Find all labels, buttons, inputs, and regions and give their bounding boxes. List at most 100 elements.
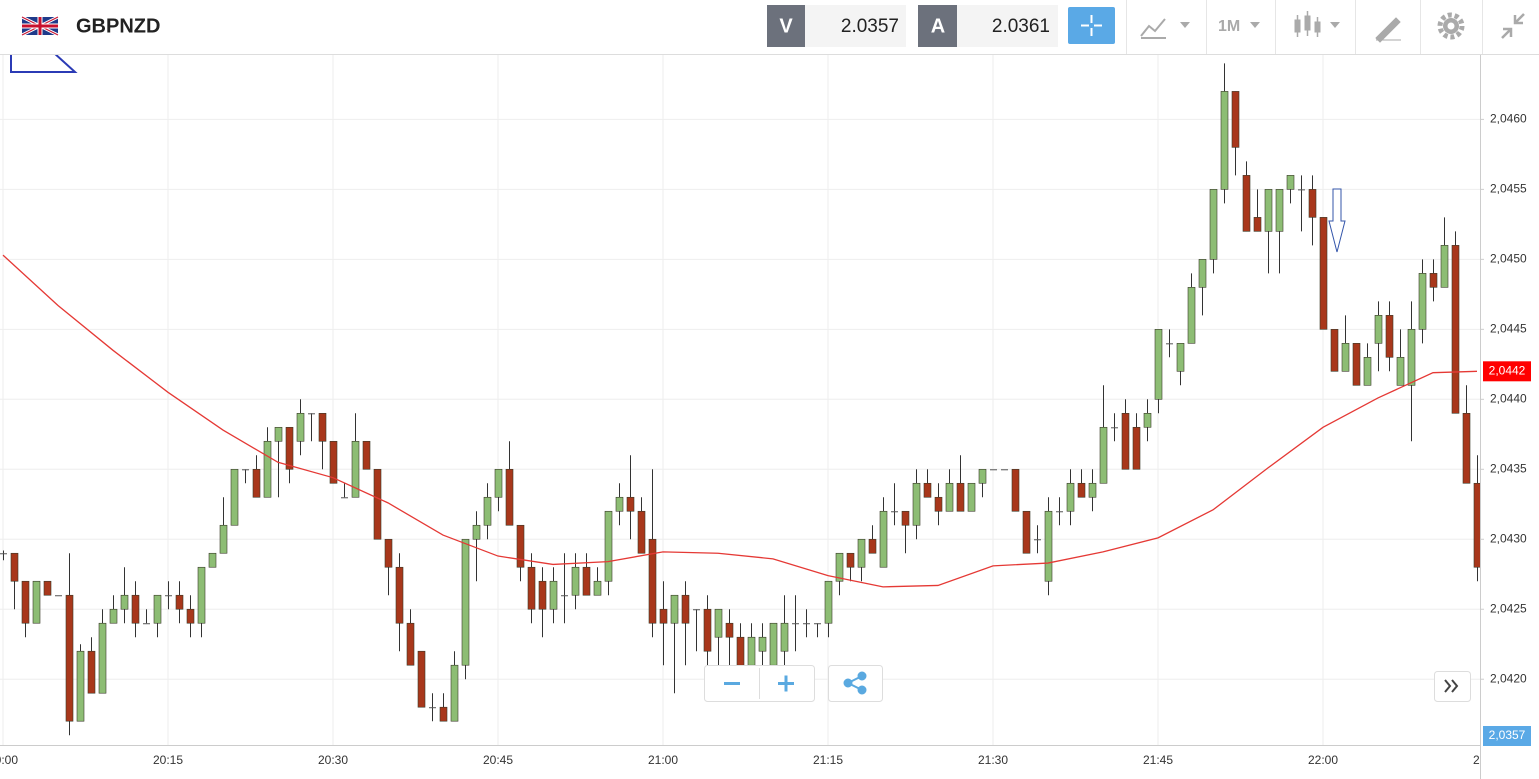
y-tick-label: 2,0460	[1490, 112, 1527, 126]
buy-price-box[interactable]	[957, 5, 1058, 47]
ma-price-tag	[1483, 361, 1531, 382]
down-arrow	[1328, 188, 1346, 253]
zoom-in[interactable]	[778, 675, 794, 692]
candle-body	[1209, 189, 1218, 260]
candle-body	[549, 580, 558, 610]
candle-body	[835, 552, 844, 582]
candle-body	[891, 511, 898, 513]
collapse-icon[interactable]	[1501, 13, 1525, 39]
candle-body	[1407, 329, 1416, 386]
x-tick-label: 21:00	[648, 753, 678, 767]
candle-body	[868, 538, 877, 554]
y-tick-label: 2,0430	[1490, 531, 1527, 545]
candle-body	[527, 566, 536, 610]
x-axis: 20:00 20:15 20:30 20:45 21:00 21:15 21:30 21:45…	[0, 745, 1503, 767]
candle-body	[1385, 315, 1394, 358]
x-tick-label: 21:30	[978, 753, 1008, 767]
scroll-end-button[interactable]	[1434, 671, 1471, 702]
plot-area	[0, 63, 1480, 736]
sell-price-box[interactable]	[805, 5, 906, 47]
candle-body	[143, 623, 150, 625]
candle-body	[362, 440, 371, 470]
candle-body	[318, 412, 327, 442]
candle-body	[406, 622, 415, 666]
candle-type-icon[interactable]	[1294, 11, 1321, 37]
candle-body	[472, 524, 481, 540]
y-tick-label: 2,0435	[1490, 461, 1527, 475]
candle-body	[417, 650, 426, 708]
candle-body	[55, 595, 62, 597]
candle-body	[329, 440, 338, 484]
candle-body	[648, 538, 657, 624]
crosshair-button[interactable]	[1068, 7, 1115, 44]
drawing-tools-icon[interactable]	[1375, 17, 1401, 43]
candle-body	[769, 622, 778, 666]
candle-body	[341, 497, 348, 499]
candle-body	[10, 552, 19, 582]
candle-body	[736, 636, 745, 666]
dropdown-caret	[1250, 22, 1260, 28]
candle-body	[186, 608, 195, 624]
crosshair-icon	[1081, 15, 1102, 36]
share-button[interactable]	[828, 665, 883, 702]
candle-body	[1298, 189, 1305, 191]
candle-body	[1001, 469, 1008, 471]
settings-icon[interactable]	[1437, 12, 1465, 40]
candle-body	[252, 468, 261, 498]
y-tick-label: 2,0445	[1490, 321, 1527, 335]
candle-body	[384, 538, 393, 568]
candle-body	[263, 440, 272, 498]
candle-body	[604, 510, 613, 582]
candle-body	[494, 468, 503, 498]
candle-body	[967, 482, 976, 512]
candle-body	[879, 510, 888, 568]
candle-body	[1330, 329, 1339, 372]
chart-type-icon[interactable]	[1140, 18, 1166, 39]
sell-price: 2.0357	[841, 16, 899, 37]
candle-body	[1022, 510, 1031, 554]
symbol: GBPNZD	[76, 15, 160, 37]
candle-body	[1056, 511, 1063, 513]
timeframe[interactable]: 1M	[1218, 18, 1240, 35]
candle-body	[483, 496, 492, 526]
candle-body	[693, 609, 700, 611]
candle-body	[571, 566, 580, 596]
scroll-end-icon	[1444, 679, 1459, 693]
candle-body	[1264, 189, 1273, 232]
candle-body	[21, 580, 30, 624]
zoom-out[interactable]	[724, 682, 740, 685]
candle-body	[1374, 315, 1383, 344]
candle-body	[308, 413, 315, 415]
candle-body	[274, 426, 283, 442]
candle-body	[1044, 510, 1053, 582]
candle-body	[153, 594, 162, 624]
sell-label-box[interactable]	[767, 5, 805, 47]
candle-body	[1220, 91, 1229, 190]
candle-body	[857, 538, 866, 568]
x-tick-label: 22:00	[1308, 753, 1338, 767]
candle-body	[1099, 426, 1108, 484]
candle-body	[1275, 189, 1284, 232]
candle-body	[703, 608, 712, 652]
candle-body	[439, 706, 448, 722]
candle-body	[175, 594, 184, 610]
separators	[1126, 0, 1483, 54]
candle-body	[1473, 482, 1480, 568]
y-tick-label: 2,0425	[1490, 601, 1527, 615]
share-icon	[843, 671, 867, 695]
candle-body	[165, 595, 172, 597]
candle-body	[780, 622, 789, 652]
candle-body	[208, 552, 217, 568]
candle-body	[98, 622, 107, 694]
candle-body	[990, 469, 997, 471]
candle-body	[1231, 91, 1240, 148]
x-tick-label: 20:45	[483, 753, 513, 767]
candle-body	[1034, 539, 1041, 541]
moving-average-line	[2, 254, 1478, 588]
candle-body	[637, 510, 646, 554]
buy-label-box[interactable]	[918, 5, 957, 47]
candle-body	[1132, 426, 1141, 470]
candle-body	[1429, 273, 1438, 288]
candle-body	[1242, 175, 1251, 232]
